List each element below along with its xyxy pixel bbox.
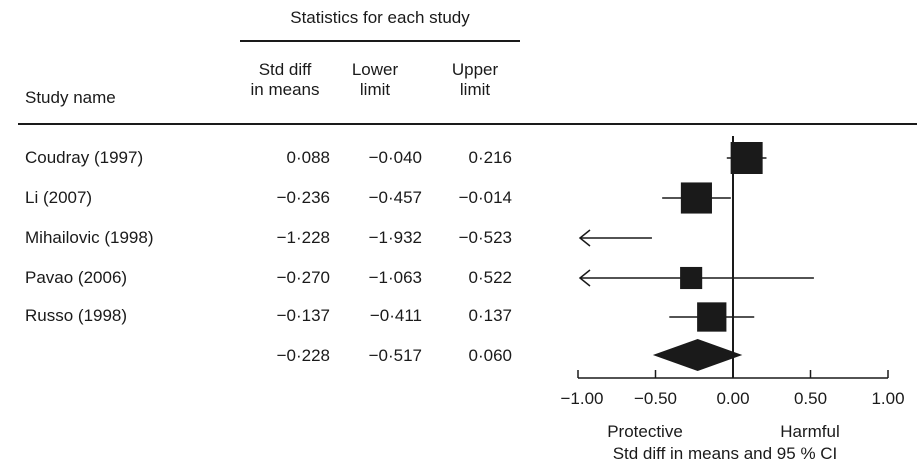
upper-limit-value: −0·523 (458, 228, 512, 247)
upper-limit-value: 0·216 (468, 148, 512, 167)
x-tick-label: −0.50 (634, 389, 677, 408)
lower-limit-value: −0·040 (368, 148, 422, 167)
axis-label-harmful: Harmful (780, 422, 840, 441)
std-diff-header: Std diff in means (250, 60, 320, 99)
study-name: Pavao (2006) (25, 268, 128, 287)
study-marker (697, 302, 727, 332)
group-header-label: Statistics for each study (290, 8, 470, 27)
x-tick-label: 0.50 (794, 389, 827, 408)
study-name: Coudray (1997) (25, 148, 144, 167)
group-header-underline (240, 40, 520, 42)
study-name: Li (2007) (25, 188, 93, 207)
study-marker (730, 142, 763, 174)
study-name: Russo (1998) (25, 306, 128, 325)
study-name-header: Study name (25, 88, 116, 107)
std-diff-value: −0·236 (276, 188, 330, 207)
lower-limit-value: −0·457 (368, 188, 422, 207)
study-marker (680, 266, 703, 290)
axis-label-protective: Protective (607, 422, 683, 441)
ci-arrow (578, 229, 591, 247)
upper-limit-value: −0·014 (458, 188, 512, 207)
x-tick-label: −1.00 (560, 389, 603, 408)
study-name: Mihailovic (1998) (25, 228, 154, 247)
summary-diamond (652, 339, 743, 371)
x-tick-label: 0.00 (716, 389, 749, 408)
lower-limit-value: −0·411 (369, 306, 422, 325)
summary-std-diff-value: −0·228 (276, 346, 330, 365)
summary-upper-limit-value: 0·060 (468, 346, 512, 365)
upper-limit-value: 0·522 (468, 268, 512, 287)
x-tick-label: 1.00 (871, 389, 904, 408)
study-marker (680, 182, 712, 214)
x-axis-title: Std diff in means and 95 % CI (612, 444, 838, 463)
std-diff-value: −1·228 (276, 228, 330, 247)
ci-arrow (578, 269, 591, 287)
lower-limit-value: −1·063 (368, 268, 422, 287)
lower-limit-header: Lower limit (351, 60, 399, 99)
header-rule (18, 123, 917, 125)
std-diff-value: −0·137 (276, 306, 330, 325)
upper-limit-value: 0·137 (468, 306, 512, 325)
std-diff-value: 0·088 (286, 148, 330, 167)
upper-limit-header: Upper limit (451, 60, 499, 99)
lower-limit-value: −1·932 (368, 228, 422, 247)
summary-lower-limit-value: −0·517 (368, 346, 422, 365)
std-diff-value: −0·270 (276, 268, 330, 287)
